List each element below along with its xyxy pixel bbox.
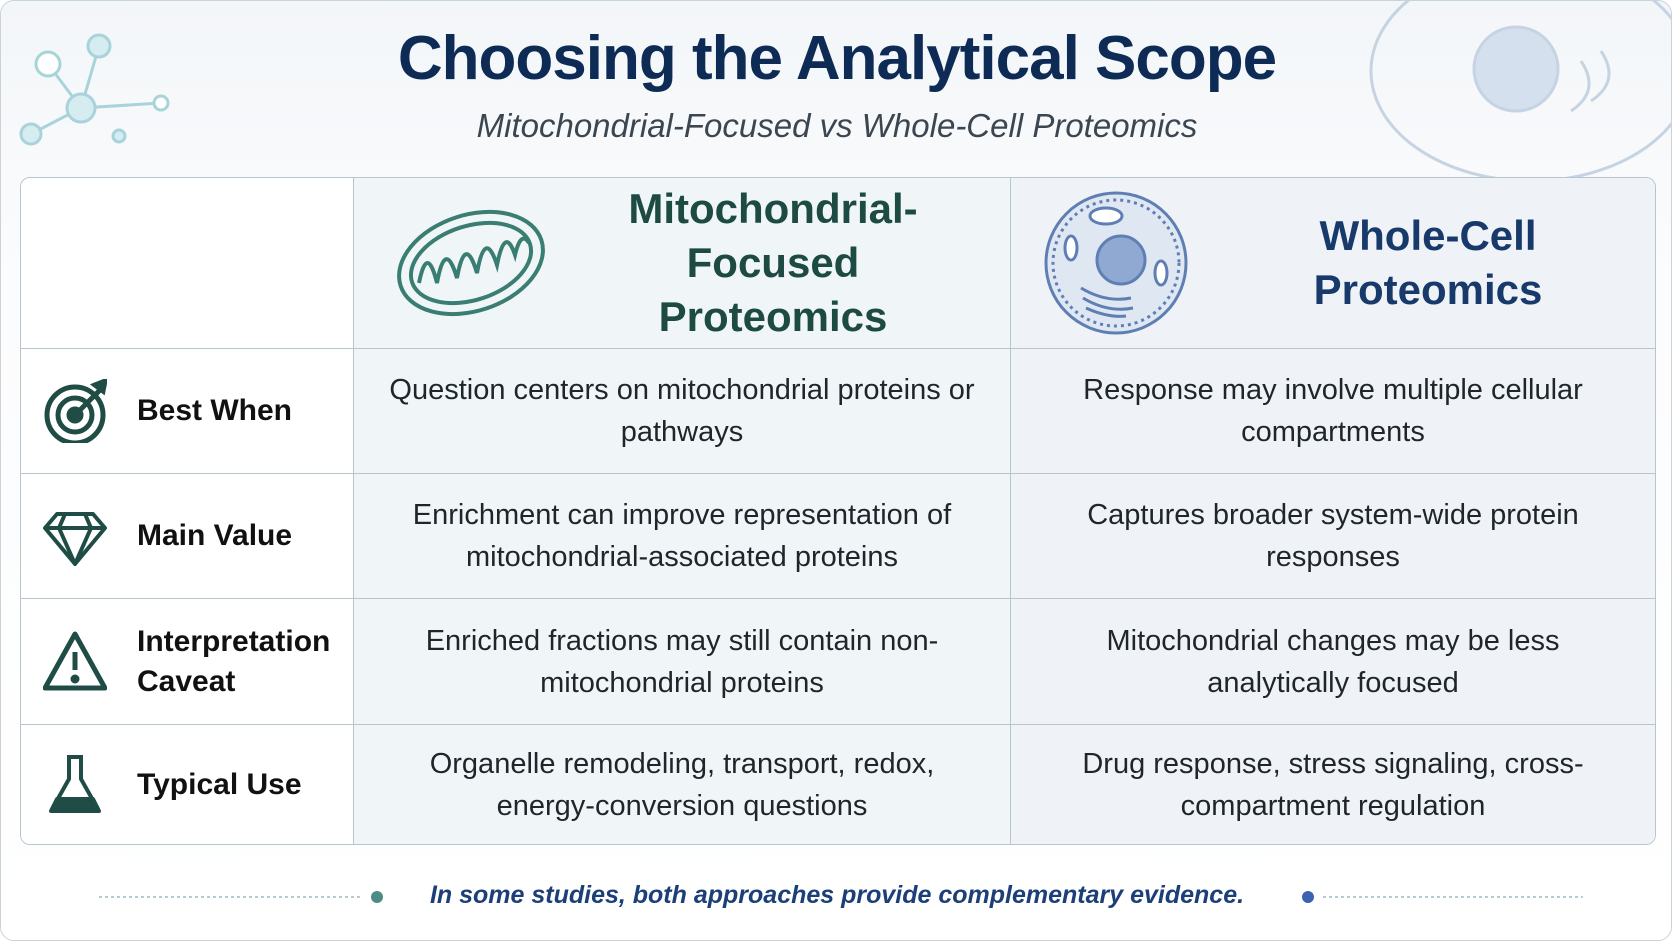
title: Choosing the Analytical Scope [397,24,1277,93]
table-cell: Question centers on mitochondrial protei… [354,349,1011,474]
row-label: Typical Use [137,767,302,801]
row-icon [49,754,101,813]
table-cell: Enrichment can improve representation of… [354,474,1011,599]
cell-icon [1044,191,1188,335]
table-cell: Mitochondrial changes may be less analyt… [1011,599,1655,725]
cell-text: Enriched fractions may still contain non… [425,624,939,699]
cell-text: Drug response, stress signaling, cross-c… [1082,747,1584,822]
column-title: Whole-Cell Proteomics [1313,212,1543,313]
cell-text: Organelle remodeling, transport, redox, … [429,747,935,822]
table-cell: Enriched fractions may still contain non… [354,599,1011,725]
column-header: Mitochondrial-Focused Proteomics [354,178,1011,349]
row-icon [44,379,107,443]
table-cell: Organelle remodeling, transport, redox, … [354,725,1011,844]
row-label: Main Value [137,519,293,552]
corner-cell [21,178,354,349]
row-label-cell: Interpretation Caveat [21,599,354,725]
row-label-cell: Main Value [21,474,354,599]
cell-text: Response may involve multiple cellular c… [1083,374,1583,448]
footer-note: In some studies, both approaches provide… [429,881,1245,909]
cell-text: Mitochondrial changes may be less analyt… [1106,624,1560,699]
row-label-cell: Typical Use [21,725,354,844]
row-label: Interpretation Caveat [137,624,331,698]
row-label-cell: Best When [21,349,354,474]
table-cell: Captures broader system-wide protein res… [1011,474,1655,599]
cell-text: Question centers on mitochondrial protei… [389,374,975,448]
mitochondrion-icon [397,209,545,317]
row-label: Best When [137,394,293,427]
column-header: Whole-Cell Proteomics [1011,178,1655,349]
column-title: Mitochondrial-Focused Proteomics [628,185,918,340]
row-icon [43,631,107,690]
table-cell: Response may involve multiple cellular c… [1011,349,1655,474]
subtitle: Mitochondrial-Focused vs Whole-Cell Prot… [476,107,1198,144]
cell-text: Enrichment can improve representation of… [412,499,952,573]
row-icon [43,512,107,566]
cell-text: Captures broader system-wide protein res… [1087,499,1579,573]
comparison-table: Mitochondrial-Focused Proteomics Whole-C… [20,177,1656,845]
table-cell: Drug response, stress signaling, cross-c… [1011,725,1655,844]
